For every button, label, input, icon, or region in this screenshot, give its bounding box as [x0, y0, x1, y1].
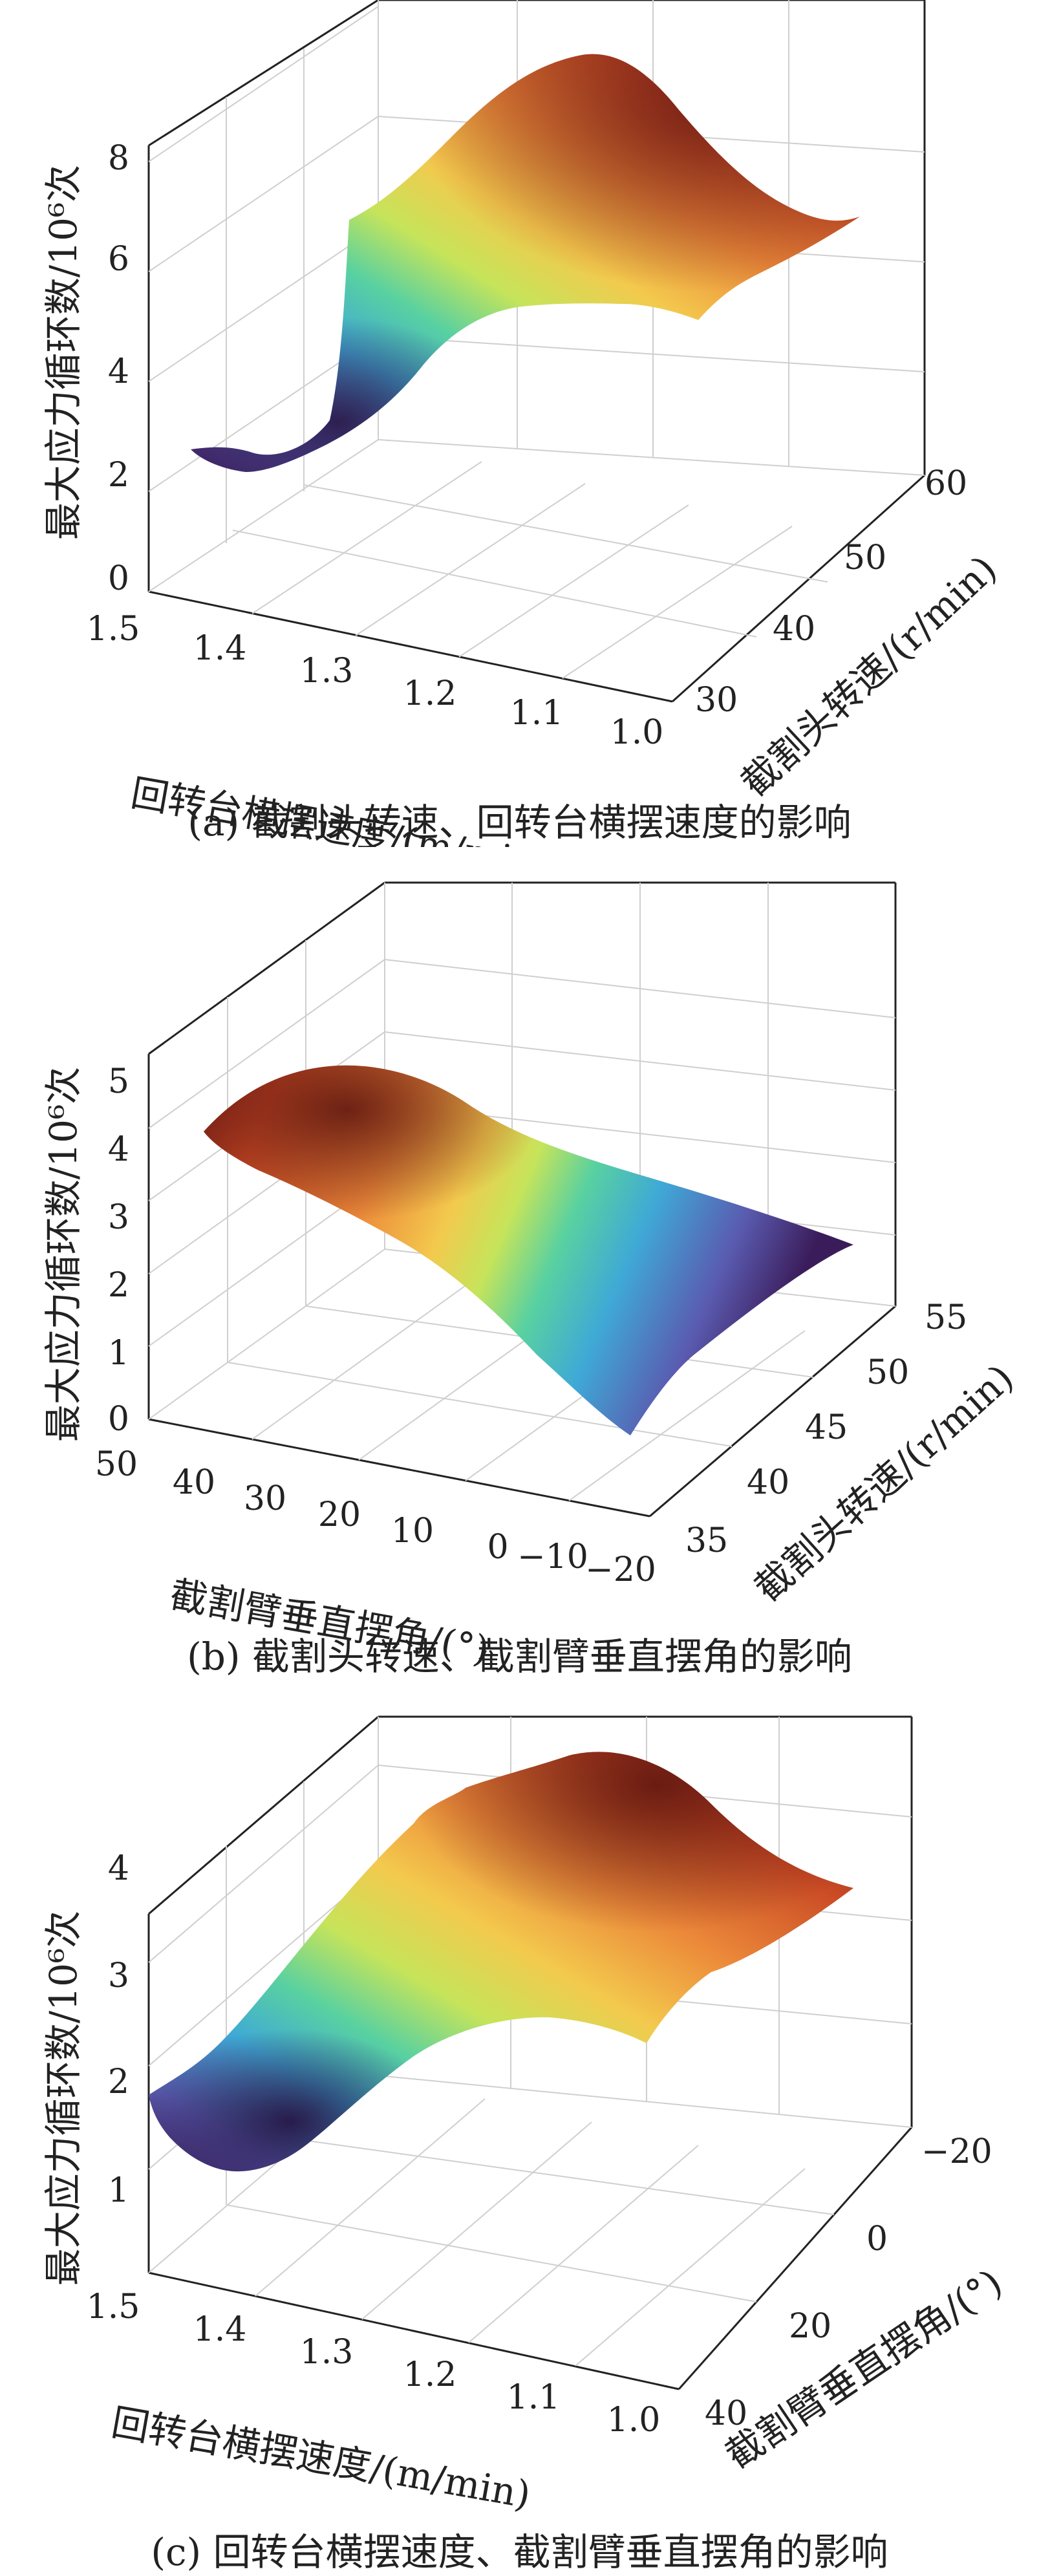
- y-tick-label: 40: [747, 1463, 789, 1502]
- x-ticks-a: 1.5 1.4 1.3 1.2 1.1 1.0: [87, 610, 664, 752]
- z-ticks-a: 0 2 4 6 8: [108, 139, 129, 598]
- y-tick-label: 35: [685, 1521, 728, 1560]
- y-tick-label: 0: [866, 2220, 888, 2259]
- x-tick-label: 1.5: [87, 610, 140, 649]
- y-ticks-b: 35 40 45 50 55: [685, 1298, 967, 1560]
- surface-b: [204, 1065, 853, 1435]
- z-axis-label: 最大应力循环数/10⁶次: [41, 1067, 85, 1443]
- chart-a-svg: 0 2 4 6 8 1.5 1.4 1.3 1.2 1.1 1.0 30 40 …: [41, 0, 1005, 847]
- x-tick-label: 20: [318, 1496, 361, 1534]
- y-tick-label: 45: [805, 1408, 848, 1447]
- x-tick-label: 0: [487, 1528, 508, 1567]
- x-tick-label: 50: [95, 1445, 138, 1484]
- z-tick-label: 5: [108, 1062, 129, 1101]
- z-tick-label: 3: [108, 1198, 129, 1237]
- x-tick-label: −20: [585, 1551, 656, 1589]
- axes-frame-a: [147, 0, 926, 703]
- z-axis-label: 最大应力循环数/10⁶次: [41, 1911, 85, 2286]
- y-tick-label: 55: [925, 1298, 967, 1337]
- x-ticks-c: 1.5 1.4 1.3 1.2 1.1 1.0: [87, 2288, 661, 2440]
- x-tick-label: 1.3: [300, 2333, 354, 2372]
- y-ticks-a: 30 40 50 60: [695, 464, 967, 720]
- x-axis-label: 回转台横摆速度/(m/min): [109, 2400, 534, 2517]
- z-tick-label: 1: [108, 1334, 129, 1373]
- y-tick-label: −20: [921, 2132, 992, 2171]
- z-tick-label: 8: [108, 139, 129, 178]
- z-tick-label: 2: [108, 2063, 129, 2101]
- x-tick-label: 1.2: [403, 674, 457, 713]
- y-ticks-c: 40 20 0 −20: [705, 2132, 992, 2433]
- surface-a: [191, 54, 860, 472]
- x-tick-label: 1.3: [300, 652, 354, 691]
- chart-panel-c: 1 2 3 4 1.5 1.4 1.3 1.2 1.1 1.0 40 20 0 …: [0, 1707, 1039, 2576]
- caption-a: (a) 截割头转速、回转台横摆速度的影响: [187, 800, 852, 844]
- z-tick-label: 4: [108, 1130, 129, 1169]
- x-ticks-b: 50 40 30 20 10 0 −10 −20: [95, 1445, 656, 1589]
- chart-b-svg: 0 1 2 3 4 5 50 40 30 20 10 0 −10 −20 35 …: [41, 881, 1022, 1672]
- y-axis-label: 截割头转速/(r/min): [733, 547, 1005, 806]
- x-tick-label: 1.1: [507, 2378, 561, 2417]
- y-tick-label: 20: [789, 2307, 831, 2346]
- x-tick-label: 40: [173, 1463, 215, 1502]
- axes-frame-b: [147, 881, 897, 1518]
- x-tick-label: 1.4: [193, 629, 247, 668]
- y-tick-label: 50: [866, 1353, 909, 1392]
- y-tick-label: 40: [773, 610, 815, 649]
- chart-c-svg: 1 2 3 4 1.5 1.4 1.3 1.2 1.1 1.0 40 20 0 …: [41, 1715, 1010, 2517]
- y-axis-label: 截割臂垂直摆角/(°): [718, 2260, 1010, 2478]
- z-axis-label: 最大应力循环数/10⁶次: [41, 165, 85, 541]
- x-tick-label: 1.4: [193, 2310, 247, 2349]
- x-tick-label: 1.0: [607, 2401, 661, 2440]
- y-tick-label: 40: [705, 2394, 747, 2433]
- x-tick-label: −10: [517, 1538, 588, 1576]
- x-tick-label: 30: [244, 1479, 286, 1518]
- y-tick-label: 30: [695, 681, 738, 720]
- z-tick-label: 0: [108, 1400, 129, 1439]
- z-tick-label: 1: [108, 2171, 129, 2210]
- z-ticks-c: 1 2 3 4: [108, 1849, 129, 2210]
- y-tick-label: 60: [925, 464, 967, 503]
- z-tick-label: 0: [108, 559, 129, 598]
- z-ticks-b: 0 1 2 3 4 5: [108, 1062, 129, 1439]
- caption-c: (c) 回转台横摆速度、截割臂垂直摆角的影响: [151, 2530, 888, 2574]
- z-tick-label: 3: [108, 1957, 129, 1995]
- x-tick-label: 1.2: [403, 2356, 457, 2394]
- chart-panel-a: 0 2 4 6 8 1.5 1.4 1.3 1.2 1.1 1.0 30 40 …: [0, 0, 1039, 847]
- z-tick-label: 4: [108, 1849, 129, 1888]
- chart-panel-b: 0 1 2 3 4 5 50 40 30 20 10 0 −10 −20 35 …: [0, 853, 1039, 1701]
- z-tick-label: 2: [108, 456, 129, 495]
- x-tick-label: 1.5: [87, 2288, 140, 2326]
- axes-frame-c: [147, 1715, 913, 2390]
- y-tick-label: 50: [844, 539, 886, 577]
- caption-b: (b) 截割头转速、截割臂垂直摆角的影响: [187, 1635, 852, 1679]
- z-tick-label: 2: [108, 1266, 129, 1305]
- x-tick-label: 1.0: [610, 713, 664, 752]
- x-tick-label: 1.1: [510, 694, 564, 733]
- x-tick-label: 10: [391, 1512, 434, 1551]
- z-tick-label: 4: [108, 352, 129, 391]
- surface-c: [149, 1752, 853, 2172]
- z-tick-label: 6: [108, 240, 129, 279]
